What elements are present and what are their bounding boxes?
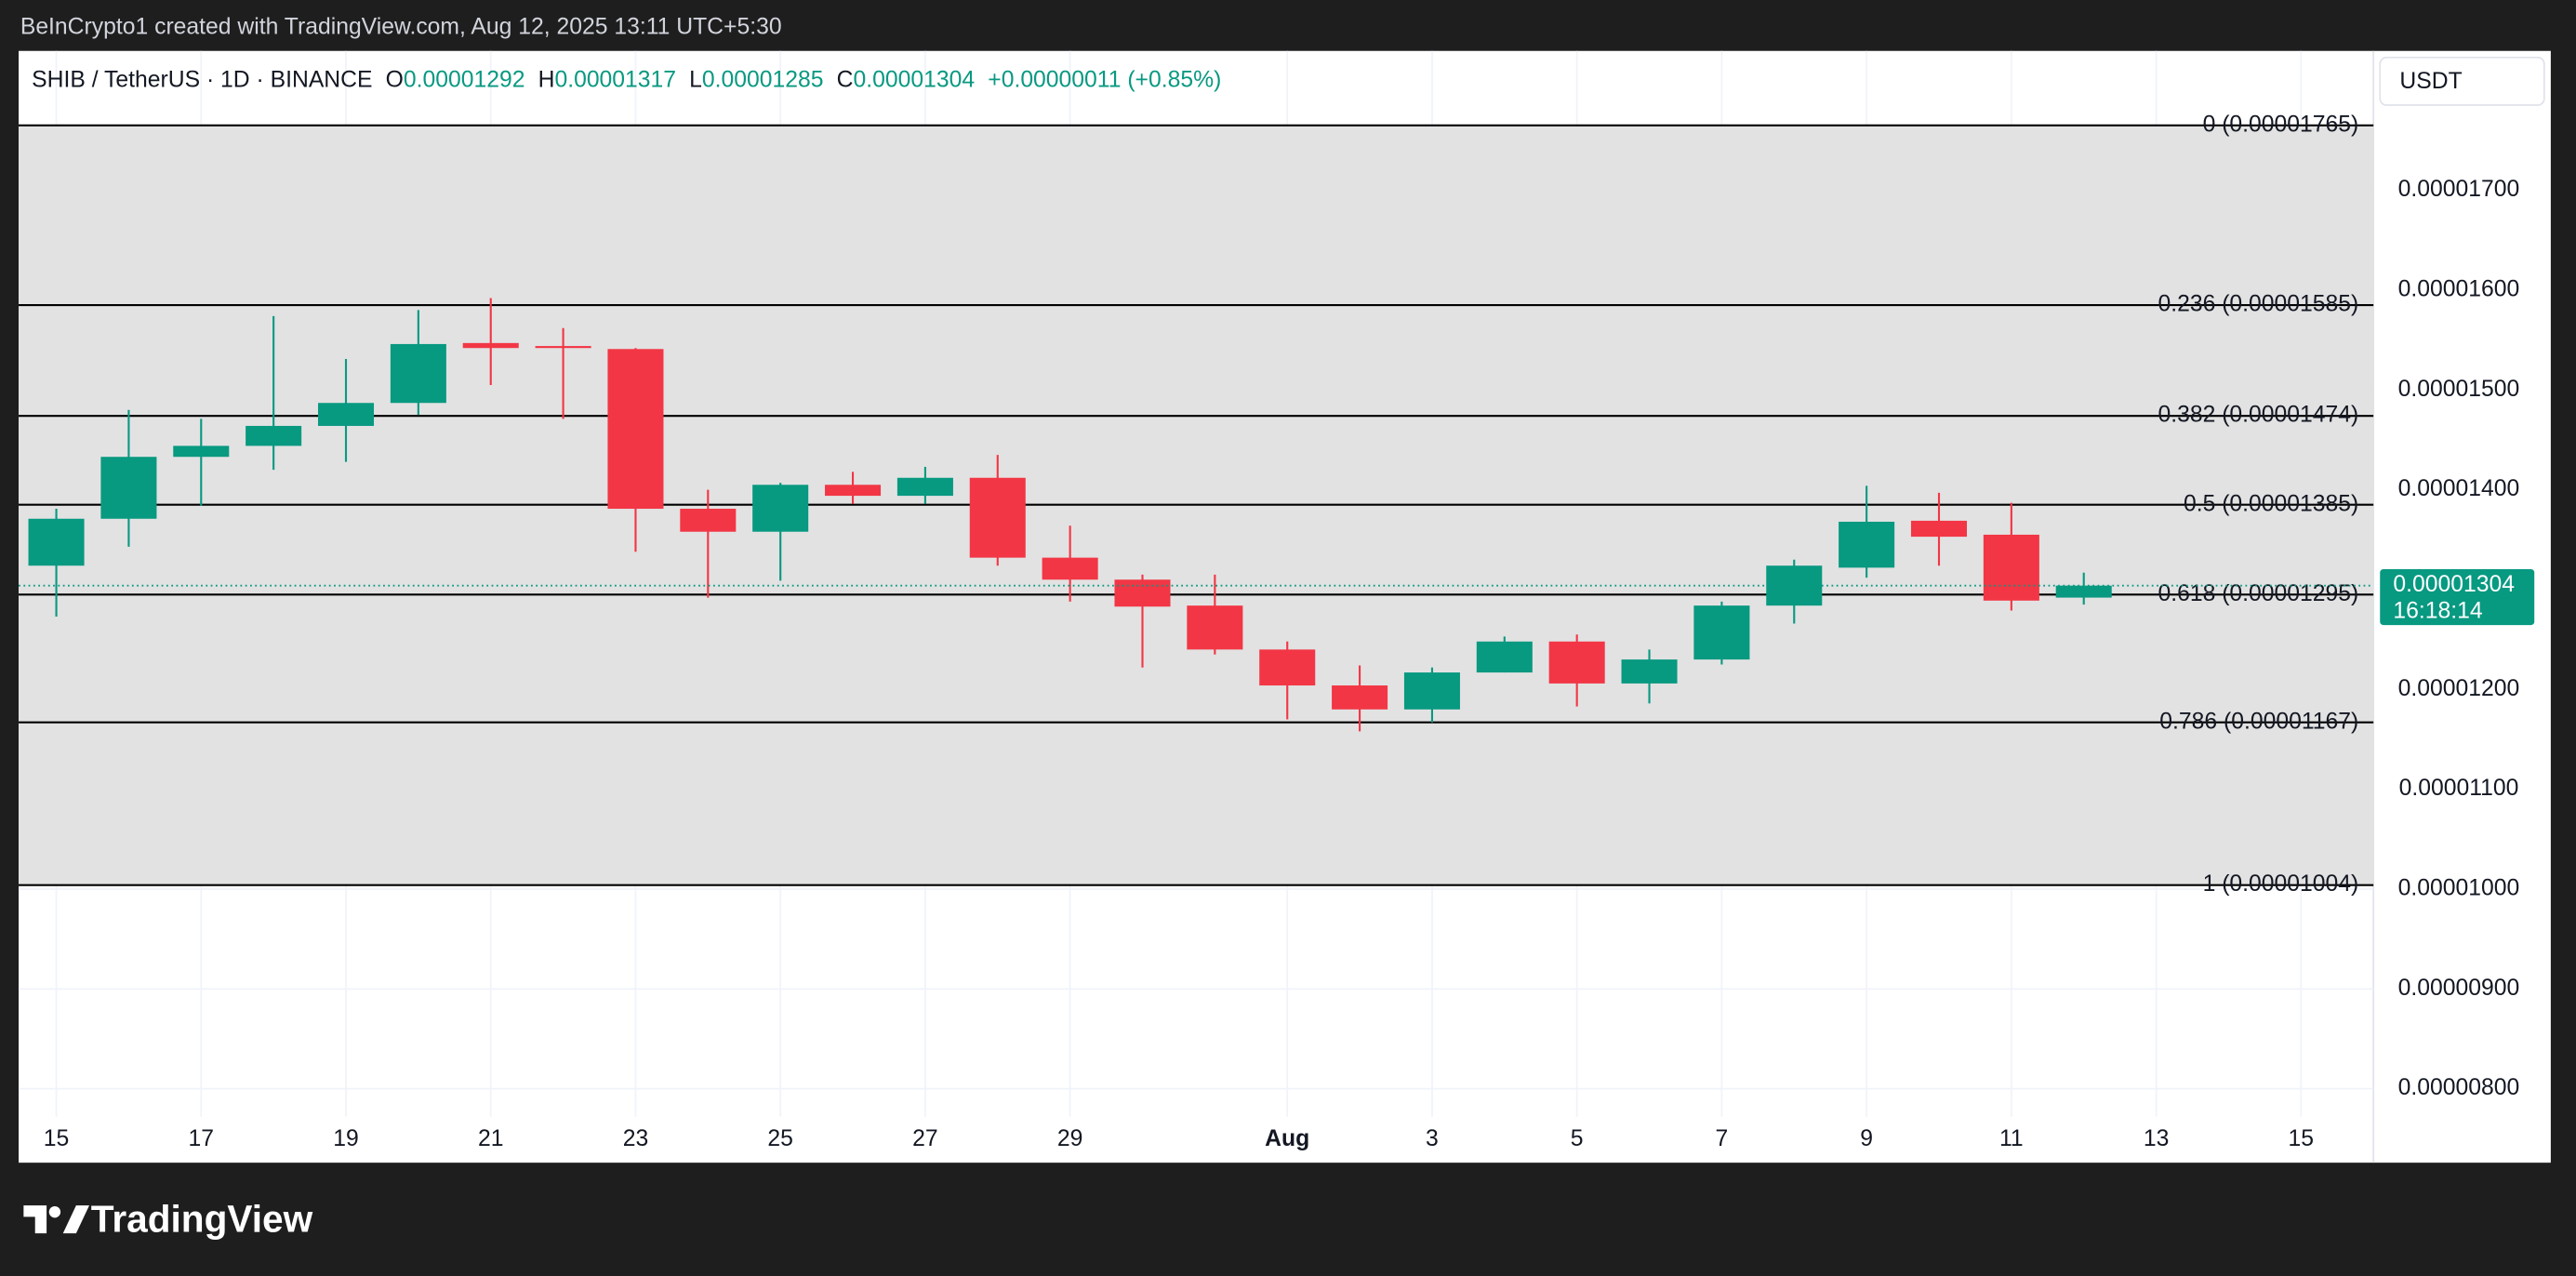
- candle-body: [2055, 585, 2112, 598]
- candle-body: [1259, 649, 1316, 686]
- legend-key: L: [689, 67, 702, 92]
- x-tick-label: 29: [1057, 1126, 1083, 1151]
- legend-value: 0.00001285: [702, 67, 824, 92]
- plot-area: 15 17 19 21 23 25 27 29 Aug 3 5 7 9 11 13 15 0.00000800 0…: [19, 50, 2520, 1151]
- countdown-label: 16:18:14: [2393, 598, 2482, 623]
- legend-value: 0.00001317: [554, 67, 676, 92]
- candle-body: [535, 346, 591, 349]
- x-tick-label: 13: [2144, 1126, 2170, 1151]
- candle-body: [173, 445, 230, 458]
- candle-body: [1187, 605, 1243, 650]
- fib-label: 0.382 (0.00001474): [2158, 403, 2358, 428]
- candle-body: [1114, 579, 1171, 607]
- last-price-label: 0.00001304: [2393, 572, 2515, 597]
- candle-body: [1983, 534, 2039, 601]
- legend-key: H: [538, 67, 555, 92]
- candle-body: [1548, 641, 1605, 684]
- currency-button[interactable]: [2379, 56, 2545, 106]
- candle-body: [680, 509, 737, 532]
- y-tick-label: 0.00001400: [2398, 476, 2520, 501]
- y-tick-label: 0.00000800: [2398, 1075, 2520, 1100]
- candle-body: [1403, 672, 1460, 710]
- y-tick-label: 0.00001600: [2398, 276, 2520, 301]
- candle-body: [28, 518, 85, 566]
- brand-logo: [23, 1205, 89, 1234]
- x-tick-label: 15: [44, 1126, 69, 1151]
- candle-body: [752, 485, 809, 532]
- candle-body: [317, 403, 375, 426]
- x-tick-label: 23: [623, 1126, 649, 1151]
- legend: SHIB / TetherUS · 1D · BINANCE O0.0000129…: [32, 67, 1221, 92]
- candle-body: [825, 485, 882, 497]
- x-tick-label: 27: [912, 1126, 938, 1151]
- x-tick-label: 19: [333, 1126, 359, 1151]
- legend-key: C: [837, 67, 854, 92]
- fib-label: 0.236 (0.00001585): [2158, 292, 2358, 317]
- x-tick-label: 3: [1426, 1126, 1439, 1151]
- x-tick-label: 15: [2289, 1126, 2315, 1151]
- y-tick-label: 0.00001100: [2399, 776, 2519, 801]
- candle-body: [969, 477, 1026, 558]
- candle-body: [100, 457, 157, 519]
- fib-label: 0.618 (0.00001295): [2158, 581, 2358, 606]
- candle-body: [1332, 685, 1388, 710]
- candle-body: [1042, 557, 1098, 580]
- candle-body: [896, 477, 953, 497]
- x-tick-label: 9: [1860, 1126, 1873, 1151]
- x-tick-label: Aug: [1265, 1126, 1309, 1151]
- brand: TradingView: [91, 1197, 313, 1240]
- y-tick-label: 0.00001200: [2398, 676, 2520, 701]
- legend-title: SHIB / TetherUS · 1D · BINANCE: [32, 67, 372, 92]
- x-tick-label: 7: [1716, 1126, 1729, 1151]
- x-tick-label: 5: [1571, 1126, 1584, 1151]
- candle-body: [1839, 521, 1895, 568]
- fib-label: 0 (0.00001765): [2203, 112, 2359, 137]
- y-tick-label: 0.00001500: [2398, 377, 2520, 402]
- x-tick-label: 11: [1999, 1126, 2024, 1151]
- y-tick-label: 0.00001000: [2398, 876, 2520, 901]
- logo-slash: [62, 1205, 89, 1234]
- legend-value: 0.00001292: [404, 67, 525, 92]
- x-tick-label: 17: [189, 1126, 214, 1151]
- x-tick-label: 21: [478, 1126, 504, 1151]
- x-tick-label: 25: [767, 1126, 793, 1151]
- candle-body: [1766, 565, 1823, 606]
- candle-body: [607, 349, 664, 510]
- legend-value: +0.00000011 (+0.85%): [988, 67, 1221, 92]
- logo-dot: [48, 1205, 61, 1218]
- candle-body: [1910, 520, 1968, 538]
- candle-body: [462, 342, 519, 349]
- candle-body: [1693, 605, 1750, 660]
- logo-mark: [23, 1205, 47, 1234]
- candle-body: [390, 343, 446, 404]
- candle-body: [246, 425, 302, 446]
- y-tick-label: 0.00000900: [2398, 976, 2520, 1001]
- fib-label: 0.5 (0.00001385): [2184, 491, 2358, 516]
- legend-key: O: [386, 67, 404, 92]
- fib-label: 1 (0.00001004): [2203, 871, 2359, 897]
- fib-label: 0.786 (0.00001167): [2159, 709, 2358, 734]
- currency-label[interactable]: USDT: [2399, 69, 2462, 94]
- last-price-box: [2380, 569, 2535, 626]
- y-tick-label: 0.00001700: [2398, 177, 2520, 202]
- caption: BeInCrypto1 created with TradingView.com…: [20, 15, 782, 40]
- legend-value: 0.00001304: [854, 67, 976, 92]
- candle-body: [1621, 659, 1678, 684]
- candle-body: [1476, 641, 1533, 673]
